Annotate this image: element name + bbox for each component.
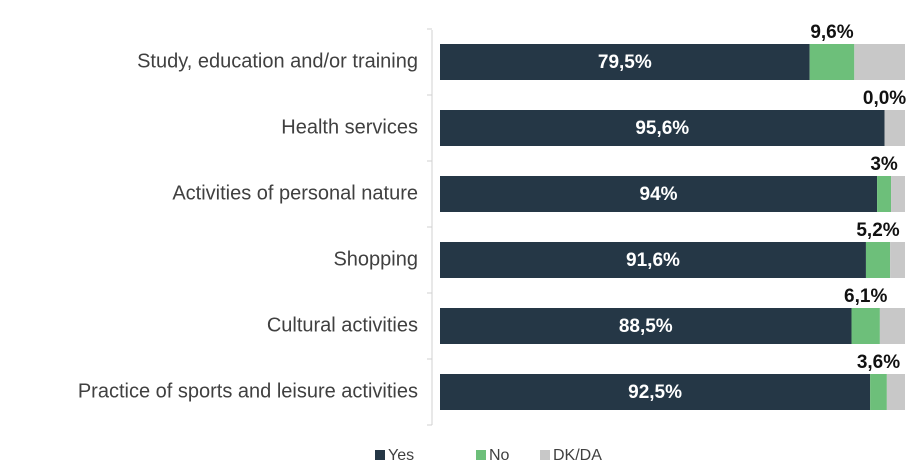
legend-label: No <box>489 447 510 463</box>
category-label: Activities of personal nature <box>172 182 418 204</box>
bar-segment <box>877 176 892 212</box>
legend-swatch <box>540 450 550 460</box>
category-label: Study, education and/or training <box>137 50 418 72</box>
bar-segment <box>884 110 905 146</box>
legend-swatch <box>476 450 486 460</box>
data-label: 91,6% <box>626 250 680 271</box>
bar-segment <box>879 308 905 344</box>
data-label: 92,5% <box>628 382 682 403</box>
bar-segment <box>440 374 871 410</box>
category-label: Health services <box>281 116 418 138</box>
bar-segment <box>440 110 885 146</box>
bar-segment <box>890 242 905 278</box>
data-label: 3% <box>870 154 898 175</box>
bar-segment <box>865 242 891 278</box>
data-label: 0,0% <box>863 88 906 109</box>
category-label: Cultural activities <box>267 314 418 336</box>
legend-label: Yes <box>388 447 414 463</box>
bar-segment <box>440 44 810 80</box>
data-label: 9,6% <box>810 22 853 43</box>
category-label: Practice of sports and leisure activitie… <box>78 380 418 402</box>
bar-segment <box>886 374 905 410</box>
data-label: 88,5% <box>619 316 673 337</box>
category-label: Shopping <box>333 248 418 270</box>
data-label: 3,6% <box>857 352 900 373</box>
bar-segment <box>440 242 866 278</box>
data-label: 79,5% <box>598 52 652 73</box>
data-label: 94% <box>640 184 678 205</box>
bar-segment <box>809 44 855 80</box>
bar-segment <box>851 308 880 344</box>
bar-segment <box>854 44 905 80</box>
legend-label: DK/DA <box>553 447 602 463</box>
bar-segment <box>870 374 887 410</box>
legend-swatch <box>375 450 385 460</box>
bar-segment <box>440 176 878 212</box>
bar-segment <box>440 308 852 344</box>
data-label: 6,1% <box>844 286 887 307</box>
bar-segment <box>891 176 905 212</box>
data-label: 5,2% <box>856 220 899 241</box>
data-label: 95,6% <box>635 118 689 139</box>
